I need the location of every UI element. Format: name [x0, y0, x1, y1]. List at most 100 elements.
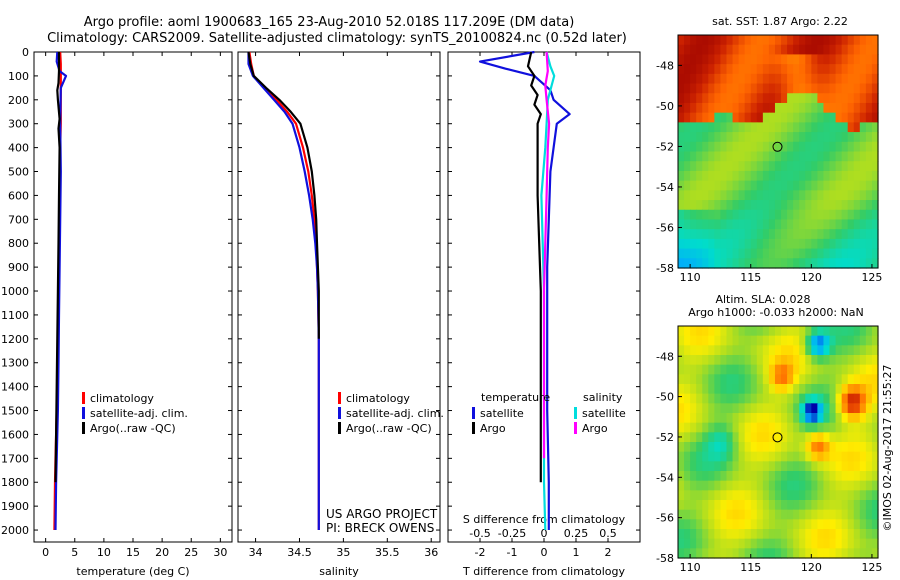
map-y-tick-label: -58 — [656, 262, 674, 275]
pi-credit: PI: BRECK OWENS — [326, 521, 434, 535]
x-tick-label: 1 — [573, 546, 580, 559]
x-tick-label: 0 — [42, 546, 49, 559]
project-credit: US ARGO PROJECT — [326, 507, 438, 521]
legend-swatch-argo — [338, 422, 341, 434]
legend-label-argo: Argo(..raw -QC) — [90, 422, 176, 435]
map-y-tick-label: -48 — [656, 59, 674, 72]
x-tick-label: -2 — [475, 546, 486, 559]
plot-frame — [237, 51, 441, 543]
y-tick-label: 1000 — [1, 285, 29, 298]
legend-swatch-temperature-satellite — [472, 407, 475, 419]
temperature-panel: 0 5 10 15 20 25 30 temperature (deg C) 0 100 200 30… — [1, 46, 233, 578]
legend-label-temperature-argo: Argo — [480, 422, 506, 435]
y-tick-label: 200 — [8, 94, 29, 107]
legend-header-salinity: salinity — [583, 391, 623, 404]
map-x-tick-label: 120 — [801, 271, 822, 284]
map-y-tick-label: -48 — [656, 350, 674, 363]
x-axis-label: T difference from climatology — [462, 565, 625, 578]
x-tick-label: 20 — [155, 546, 169, 559]
x-tick-label: 34.5 — [287, 546, 312, 559]
y-tick-label: 900 — [8, 261, 29, 274]
x-tick-label: 10 — [97, 546, 111, 559]
legend-label-salinity-argo: Argo — [582, 422, 608, 435]
y-tick-label: 700 — [8, 213, 29, 226]
map-y-tick-label: -52 — [656, 140, 674, 153]
y-tick-label: 1900 — [1, 500, 29, 513]
y-tick-label: 1500 — [1, 405, 29, 418]
x2-tick-label: 0.25 — [564, 527, 589, 540]
imos-watermark: ©IMOS 02-Aug-2017 21:55:27 — [881, 365, 894, 532]
series-line-satellite — [247, 52, 320, 530]
y-tick-label: 600 — [8, 189, 29, 202]
y-tick-label: 0 — [22, 46, 29, 59]
y-tick-label: 1400 — [1, 381, 29, 394]
map-y-tick-label: -58 — [656, 552, 674, 565]
x-axis-label: temperature (deg C) — [76, 565, 189, 578]
x-tick-label: 34 — [249, 546, 263, 559]
map-color-field — [678, 35, 879, 269]
y-tick-label: 2000 — [1, 524, 29, 537]
legend-swatch-temperature-argo — [472, 422, 475, 434]
x-tick-label: -1 — [507, 546, 518, 559]
plot-frame — [33, 51, 233, 543]
x-tick-label: 36 — [424, 546, 438, 559]
salinity-panel: 34 34.5 35 35.5 36 salinity climatology satelli… — [237, 51, 444, 578]
profile-location-marker — [772, 141, 783, 152]
legend-label-climatology: climatology — [346, 392, 410, 405]
y-tick-label: 1800 — [1, 476, 29, 489]
legend-swatch-salinity-argo — [574, 422, 577, 434]
legend-label-satellite: satellite-adj. clim. — [346, 407, 444, 420]
legend-label-salinity-satellite: satellite — [582, 407, 626, 420]
x2-tick-label: 0.5 — [599, 527, 617, 540]
legend-swatch-salinity-satellite — [574, 407, 577, 419]
map-x-tick-label: 115 — [740, 561, 761, 574]
map-y-tick-label: -54 — [656, 181, 674, 194]
series-line-argo — [54, 52, 61, 483]
x-tick-label: 5 — [71, 546, 78, 559]
legend-swatch-satellite — [338, 407, 341, 419]
legend-label-temperature-satellite: satellite — [480, 407, 524, 420]
legend-label-argo: Argo(..raw -QC) — [346, 422, 432, 435]
y-tick-label: 1200 — [1, 333, 29, 346]
x-tick-label: 15 — [126, 546, 140, 559]
x-tick-label: 35.5 — [375, 546, 400, 559]
y-tick-label: 1600 — [1, 428, 29, 441]
x2-tick-label: -0.25 — [498, 527, 526, 540]
map-y-tick-label: -56 — [656, 512, 674, 525]
sst-map: 110 115 120 125 -48 -50 -52 -54 -56 -58 — [656, 34, 882, 284]
map-x-tick-label: 115 — [740, 271, 761, 284]
y-tick-label: 1100 — [1, 309, 29, 322]
map-x-tick-label: 125 — [861, 271, 882, 284]
series-line-argo-s — [542, 51, 551, 459]
map-frame — [677, 325, 879, 559]
figure-title-line1: Argo profile: aoml 1900683_165 23-Aug-20… — [84, 15, 575, 30]
map-y-tick-label: -56 — [656, 221, 674, 234]
map-x-tick-label: 110 — [680, 561, 701, 574]
legend-swatch-climatology — [338, 392, 341, 404]
map-x-tick-label: 120 — [801, 561, 822, 574]
legend-swatch-argo — [82, 422, 85, 434]
legend-swatch-climatology — [82, 392, 85, 404]
legend-header-temperature: temperature — [481, 391, 550, 404]
sla-map: 110 115 120 125 -48 -50 -52 -54 -56 -58 — [656, 325, 882, 574]
sla-map-title: Altim. SLA: 0.028 — [715, 293, 810, 306]
y-tick-label: 800 — [8, 237, 29, 250]
y-tick-label: 1700 — [1, 452, 29, 465]
x2-tick-label: -0.5 — [469, 527, 490, 540]
legend-swatch-satellite — [82, 407, 85, 419]
x-tick-label: 2 — [605, 546, 612, 559]
y-tick-label: 1300 — [1, 357, 29, 370]
y-tick-label: 300 — [8, 118, 29, 131]
series-line-argo-t — [526, 51, 542, 483]
x-tick-label: 35 — [336, 546, 350, 559]
map-y-tick-label: -54 — [656, 471, 674, 484]
y-tick-label: 100 — [8, 70, 29, 83]
figure-title-line2: Climatology: CARS2009. Satellite-adjuste… — [47, 31, 627, 46]
y-tick-label: 500 — [8, 166, 29, 179]
map-y-tick-label: -50 — [656, 391, 674, 404]
x2-tick-label: 0 — [541, 527, 548, 540]
y-tick-label: 400 — [8, 142, 29, 155]
map-x-tick-label: 110 — [680, 271, 701, 284]
map-x-tick-label: 125 — [861, 561, 882, 574]
